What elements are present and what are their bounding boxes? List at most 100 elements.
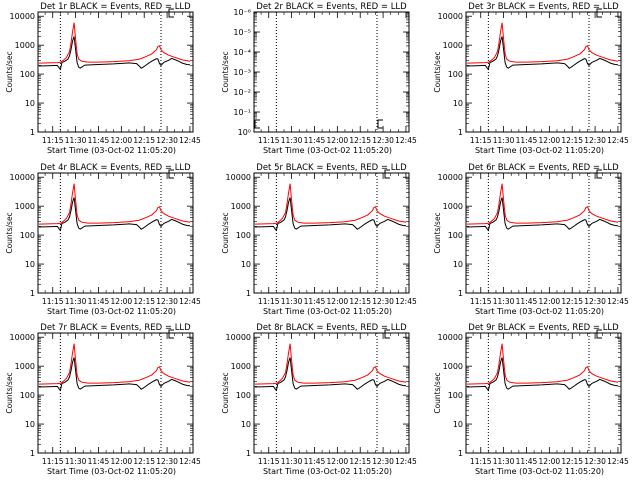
y-tick-label: 10000 [438, 333, 463, 342]
panel-title: Det 9r BLACK = Events, RED = LLD [468, 323, 619, 333]
x-tick-label: 12:00 [539, 297, 561, 306]
panel-title: Det 5r BLACK = Events, RED = LLD [256, 163, 407, 173]
x-tick-label: 11:45 [88, 297, 110, 306]
lld-series-line [466, 183, 619, 225]
y-tick-label: 10000 [10, 333, 35, 342]
y-tick-label: 1 [30, 289, 35, 298]
y-tick-label: 1000 [15, 362, 35, 371]
y-tick-label: 100 [20, 231, 35, 240]
x-tick-label: 12:15 [133, 136, 155, 145]
bracket-marker [596, 169, 602, 179]
lld-series-line [466, 343, 619, 385]
y-tick-label: 1000 [443, 362, 463, 371]
y-tick-label: 10000 [438, 12, 463, 21]
y-tick-label: 1 [30, 128, 35, 137]
y-tick-label: 10 [453, 260, 463, 269]
x-tick-label: 11:15 [470, 136, 492, 145]
x-tick-label: 11:45 [304, 297, 326, 306]
y-tick-label: 1 [458, 128, 463, 137]
y-tick-label: 100 [236, 391, 251, 400]
detector-panel-1: Det 1r BLACK = Events, RED = LLD 1 10 100 10… [5, 2, 201, 155]
x-tick-label: 12:15 [133, 297, 155, 306]
y-tick-label: 10⁻⁵ [233, 28, 251, 37]
y-tick-label: 10 [25, 260, 35, 269]
y-axis-label: Counts/sec [221, 212, 230, 253]
lld-series-line [254, 343, 407, 385]
x-tick-label: 11:30 [281, 136, 303, 145]
detector-panel-4: Det 4r BLACK = Events, RED = LLD 1 10 100 10… [5, 163, 201, 316]
x-tick-label: 11:30 [493, 297, 515, 306]
events-series-line [254, 357, 407, 392]
y-tick-label: 10 [453, 99, 463, 108]
y-axis-label: Counts/sec [221, 51, 230, 92]
panel-title: Det 2r BLACK = Events, RED = LLD [256, 2, 407, 12]
detector-panel-7: Det 7r BLACK = Events, RED = LLD 1 10 100 10… [5, 323, 201, 476]
y-tick-label: 10000 [226, 333, 251, 342]
x-tick-label: 11:30 [65, 297, 87, 306]
y-tick-label: 10 [25, 99, 35, 108]
events-series-line [466, 36, 619, 71]
x-axis-label: Start Time (03-Oct-02 11:05:20) [47, 307, 176, 316]
x-axis-label: Start Time (03-Oct-02 11:05:20) [47, 146, 176, 155]
y-tick-label: 1000 [231, 362, 251, 371]
x-tick-label: 11:15 [258, 457, 280, 466]
y-tick-label: 100 [448, 391, 463, 400]
x-tick-label: 11:45 [88, 136, 110, 145]
x-tick-label: 12:00 [327, 136, 349, 145]
x-tick-label: 11:45 [516, 297, 538, 306]
x-tick-label: 12:30 [584, 457, 606, 466]
y-axis-label: Counts/sec [221, 372, 230, 413]
x-tick-label: 12:15 [133, 457, 155, 466]
bracket-marker [384, 329, 390, 339]
x-tick-label: 12:15 [349, 457, 371, 466]
y-tick-label: 1 [30, 449, 35, 458]
x-tick-label: 11:15 [470, 457, 492, 466]
y-axis-label: Counts/sec [433, 51, 442, 92]
panel-title: Det 7r BLACK = Events, RED = LLD [40, 323, 191, 333]
x-tick-label: 11:15 [258, 136, 280, 145]
x-tick-label: 12:45 [395, 457, 417, 466]
x-tick-label: 11:45 [516, 136, 538, 145]
detector-panel-9: Det 9r BLACK = Events, RED = LLD 1 10 100 10… [433, 323, 629, 476]
events-series-line [466, 357, 619, 392]
x-tick-label: 12:30 [584, 136, 606, 145]
x-tick-label: 11:15 [42, 297, 64, 306]
plot-frame [37, 172, 194, 294]
x-tick-label: 12:15 [349, 136, 371, 145]
x-tick-label: 11:30 [281, 457, 303, 466]
events-series-line [254, 197, 407, 232]
y-tick-label: 10⁻¹ [233, 108, 251, 117]
x-tick-label: 12:30 [156, 136, 178, 145]
x-tick-label: 11:30 [493, 457, 515, 466]
y-tick-label: 10⁰ [238, 128, 251, 137]
x-tick-label: 12:15 [561, 136, 583, 145]
x-tick-label: 12:00 [111, 136, 133, 145]
y-tick-label: 10⁻³ [233, 68, 251, 77]
x-tick-label: 12:00 [111, 457, 133, 466]
x-axis-label: Start Time (03-Oct-02 11:05:20) [475, 307, 604, 316]
x-tick-label: 12:45 [179, 297, 201, 306]
detector-panel-8: Det 8r BLACK = Events, RED = LLD 1 10 100 10… [221, 323, 417, 476]
y-tick-label: 1000 [15, 202, 35, 211]
y-tick-label: 10000 [226, 173, 251, 182]
x-axis-label: Start Time (03-Oct-02 11:05:20) [47, 467, 176, 476]
y-axis-label: Counts/sec [5, 212, 14, 253]
x-tick-label: 12:45 [179, 457, 201, 466]
plot-frame [37, 11, 194, 133]
lld-series-line [38, 183, 191, 225]
x-tick-label: 11:30 [65, 136, 87, 145]
y-tick-label: 1000 [443, 41, 463, 50]
panel-title: Det 1r BLACK = Events, RED = LLD [40, 2, 191, 12]
panel-title: Det 8r BLACK = Events, RED = LLD [256, 323, 407, 333]
panel-title: Det 6r BLACK = Events, RED = LLD [468, 163, 619, 173]
plot-frame [253, 11, 410, 133]
x-axis-label: Start Time (03-Oct-02 11:05:20) [263, 146, 392, 155]
bracket-marker [377, 119, 383, 129]
x-tick-label: 12:45 [179, 136, 201, 145]
y-tick-label: 100 [20, 70, 35, 79]
x-tick-label: 11:15 [42, 136, 64, 145]
detector-panel-3: Det 3r BLACK = Events, RED = LLD 1 10 100 10… [433, 2, 629, 155]
y-tick-label: 1 [458, 449, 463, 458]
